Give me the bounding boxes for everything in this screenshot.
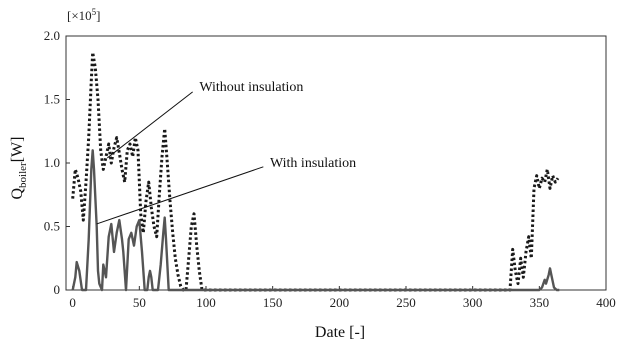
y-tick-label: 1.5 (44, 92, 60, 107)
y-axis-title-unit: [W] (9, 137, 26, 163)
y-tick-label: 0.5 (44, 219, 60, 234)
series-line-with-insulation (71, 149, 560, 292)
y-axis-title-subscript: boiler (17, 162, 29, 188)
x-tick-label: 200 (330, 295, 350, 310)
y-multiplier-exponent: 5 (92, 7, 97, 17)
y-axis-title: Qboiler[W] (9, 137, 29, 200)
y-multiplier: [×105] (67, 7, 101, 23)
y-tick-label: 2.0 (44, 28, 60, 43)
x-tick-label: 250 (396, 295, 416, 310)
series-line-without-insulation (71, 51, 560, 292)
y-tick-label: 0 (54, 282, 61, 297)
y-axis-title-main: Q (9, 188, 26, 200)
annotation-pointer (96, 166, 264, 225)
y-multiplier-suffix: ] (96, 8, 100, 23)
y-tick-label: 1.0 (44, 155, 60, 170)
annotation-layer: Without insulation With insulation (96, 80, 356, 225)
x-tick-label: 350 (530, 295, 550, 310)
annotation-pointer (107, 91, 193, 159)
y-tick-labels: 0 0.5 1.0 1.5 2.0 (44, 28, 60, 297)
x-tick-label: 300 (463, 295, 483, 310)
annotation-label: With insulation (270, 156, 356, 171)
x-axis-title: Date [-] (315, 324, 365, 341)
series-layer (71, 51, 560, 292)
y-multiplier-prefix: [×10 (67, 8, 92, 23)
x-tick-label: 50 (133, 295, 146, 310)
x-tick-label: 100 (196, 295, 216, 310)
x-tick-label: 0 (69, 295, 76, 310)
x-tick-label: 400 (596, 295, 616, 310)
x-tick-label: 150 (263, 295, 283, 310)
x-tick-labels: 0 50 100 150 200 250 300 350 400 (69, 295, 615, 310)
annotation-label: Without insulation (199, 80, 303, 95)
